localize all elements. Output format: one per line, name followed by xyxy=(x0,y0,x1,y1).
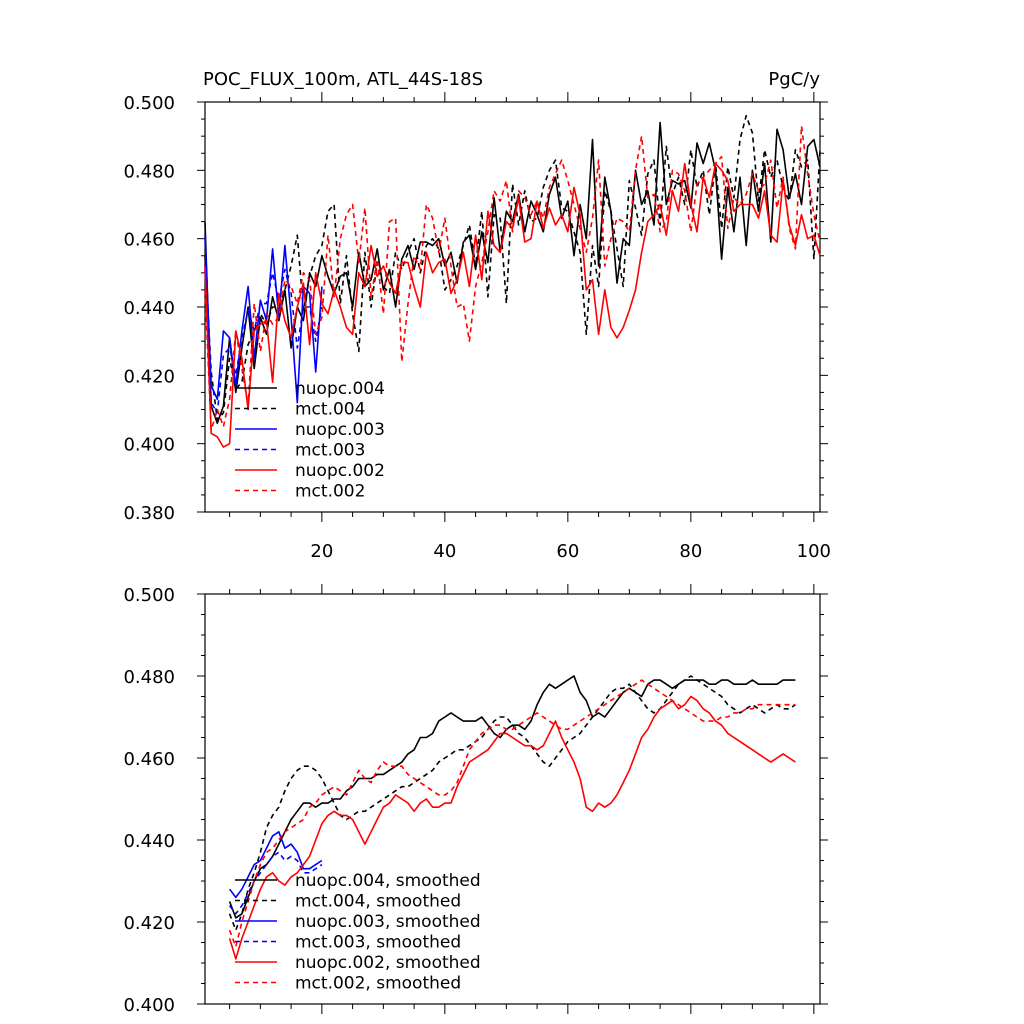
series-line-nuopc-003 xyxy=(204,235,323,404)
chart-title: POC_FLUX_100m, ATL_44S-18S xyxy=(203,69,483,90)
series-line-nuopc-004-smoothed xyxy=(228,675,796,919)
bottom-panel: 0.400 0.420 0.440 0.460 0.480 0.500 nuopc.004,… xyxy=(123,584,828,1016)
series-line-nuopc-003-smoothed xyxy=(228,830,323,899)
legend-label: mct.003, smoothed xyxy=(295,933,461,953)
y-tick-label: 0.400 xyxy=(123,995,175,1016)
series-line-mct-002 xyxy=(204,125,821,431)
y-tick-label: 0.500 xyxy=(123,93,175,114)
y-tick-label: 0.480 xyxy=(123,667,175,688)
x-tick-label: 20 xyxy=(310,541,333,562)
y-tick-label: 0.440 xyxy=(123,831,175,852)
y-tick-label: 0.420 xyxy=(123,913,175,934)
y-tick-label: 0.460 xyxy=(123,230,175,251)
legend-label: mct.004 xyxy=(295,400,365,420)
chart-units: PgC/y xyxy=(768,69,820,90)
x-tick-label: 100 xyxy=(797,541,831,562)
series-line-mct-004-smoothed xyxy=(228,675,796,932)
x-tick-label: 80 xyxy=(679,541,702,562)
series-line-mct-002-smoothed xyxy=(228,679,796,948)
legend-label: nuopc.003 xyxy=(295,420,385,440)
legend-label: nuopc.004 xyxy=(295,379,385,399)
series-line-mct-004 xyxy=(204,114,821,421)
series-line-nuopc-004 xyxy=(204,121,821,425)
y-tick-label: 0.400 xyxy=(123,435,175,456)
legend-label: mct.004, smoothed xyxy=(295,892,461,912)
series-line-nuopc-002-smoothed xyxy=(228,695,796,960)
y-tick-label: 0.460 xyxy=(123,749,175,770)
y-tick-label: 0.380 xyxy=(123,503,175,524)
legend-label: mct.002, smoothed xyxy=(295,974,461,994)
y-tick-label: 0.420 xyxy=(123,366,175,387)
legend-label: mct.003 xyxy=(295,441,365,461)
y-tick-label: 0.500 xyxy=(123,585,175,606)
legend-label: nuopc.004, smoothed xyxy=(295,871,481,891)
series-line-mct-003-smoothed xyxy=(228,851,323,915)
x-tick-label: 60 xyxy=(556,541,579,562)
legend-label: nuopc.003, smoothed xyxy=(295,912,481,932)
legend-label: nuopc.002 xyxy=(295,461,385,481)
legend-label: mct.002 xyxy=(295,482,365,502)
x-tick-label: 40 xyxy=(433,541,456,562)
y-tick-label: 0.480 xyxy=(123,161,175,182)
top-panel: 0.380 0.400 0.420 0.440 0.460 0.480 0.500 20 40 6… xyxy=(123,92,831,562)
series-line-mct-003 xyxy=(204,268,323,414)
legend-label: nuopc.002, smoothed xyxy=(295,953,481,973)
y-tick-label: 0.440 xyxy=(123,298,175,319)
